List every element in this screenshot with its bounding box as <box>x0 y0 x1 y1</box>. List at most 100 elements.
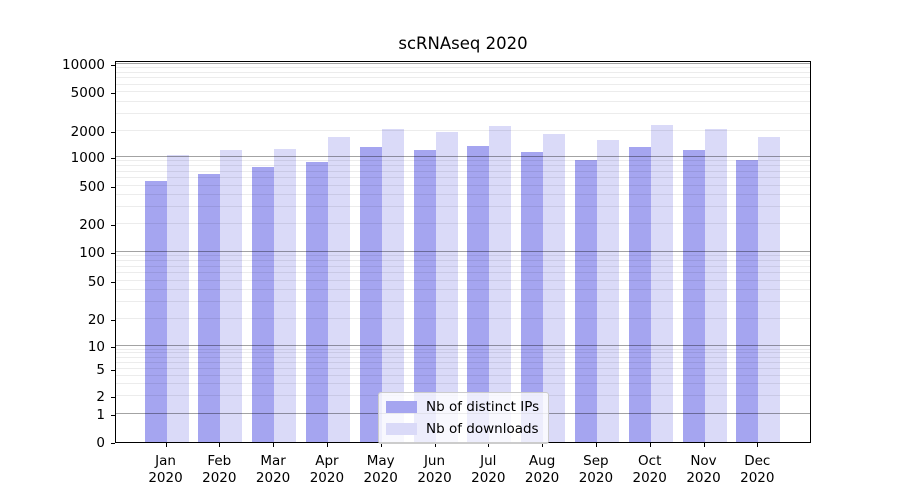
x-tick-label-oct: Oct 2020 <box>632 453 667 486</box>
x-tick-label-mar: Mar 2020 <box>255 453 291 486</box>
gridline-major <box>116 345 810 346</box>
x-tick-mark <box>273 443 275 447</box>
gridline-minor <box>116 348 810 350</box>
x-tick-label-sep: Sep 2020 <box>578 453 614 486</box>
y-tick-mark <box>111 64 115 66</box>
bar-ips-jun <box>413 150 436 442</box>
y-tick-label: 100 <box>79 245 105 261</box>
x-tick-label-jun: Jun 2020 <box>417 453 452 486</box>
gridline-minor <box>116 72 810 73</box>
gridline-minor <box>116 260 810 262</box>
legend-label-downloads: Nb of downloads <box>426 421 539 437</box>
bar-ips-dec <box>736 159 759 442</box>
bar-ips-apr <box>305 162 328 442</box>
gridline-minor <box>116 318 810 319</box>
bar-downloads-apr <box>327 137 350 442</box>
y-tick-label: 500 <box>79 179 105 195</box>
y-tick-mark <box>111 186 115 188</box>
bar-ips-nov <box>682 150 705 442</box>
y-tick-mark <box>111 131 115 133</box>
y-tick-mark <box>111 414 115 416</box>
y-tick-label: 50 <box>87 274 105 290</box>
gridline-minor <box>116 280 810 281</box>
gridline-minor <box>116 206 810 208</box>
grid-layer <box>116 62 810 442</box>
y-tick-label: 2000 <box>70 124 105 140</box>
bars-layer <box>116 62 810 442</box>
bar-ips-jan <box>144 181 167 442</box>
x-tick-mark <box>165 443 167 447</box>
y-tick-label: 10 <box>87 339 105 355</box>
gridline-minor <box>116 170 810 172</box>
bar-downloads-aug <box>543 134 566 442</box>
x-tick-label-jul: Jul 2020 <box>471 453 506 486</box>
y-tick-mark <box>111 92 115 94</box>
y-tick-mark <box>111 442 115 444</box>
x-tick-mark <box>703 443 705 447</box>
x-tick-mark <box>542 443 544 447</box>
gridline-minor <box>116 77 810 79</box>
gridline-minor <box>116 383 810 385</box>
gridline-major <box>116 63 810 64</box>
gridline-minor <box>116 265 810 267</box>
x-tick-mark <box>326 443 328 447</box>
gridline-minor <box>116 194 810 196</box>
bar-downloads-oct <box>650 125 673 442</box>
x-tick-mark <box>595 443 597 447</box>
y-tick-label: 2 <box>96 389 105 405</box>
gridline-minor <box>116 301 810 303</box>
x-tick-label-aug: Aug 2020 <box>524 453 560 486</box>
y-tick-label: 5000 <box>70 85 105 101</box>
legend-entry-downloads: Nb of downloads <box>386 421 539 437</box>
x-tick-label-may: May 2020 <box>363 453 398 486</box>
x-tick-label-nov: Nov 2020 <box>686 453 721 486</box>
y-tick-mark <box>111 224 115 226</box>
gridline-minor <box>116 368 810 369</box>
x-tick-label-jan: Jan 2020 <box>148 453 183 486</box>
x-tick-mark <box>434 443 436 447</box>
x-tick-mark <box>649 443 651 447</box>
y-tick-label: 200 <box>79 217 105 233</box>
x-tick-mark <box>219 443 221 447</box>
gridline-minor <box>116 374 810 376</box>
gridline-major <box>116 251 810 252</box>
y-tick-mark <box>111 369 115 371</box>
bar-ips-mar <box>252 166 275 442</box>
legend-entry-distinct-ips: Nb of distinct IPs <box>386 399 539 415</box>
gridline-minor <box>116 356 810 358</box>
bar-downloads-mar <box>274 148 297 442</box>
gridline-minor <box>116 165 810 167</box>
gridline-major <box>116 156 810 157</box>
legend-swatch-downloads <box>386 423 417 435</box>
gridline-minor <box>116 223 810 224</box>
x-tick-label-apr: Apr 2020 <box>309 453 345 486</box>
bar-ips-feb <box>198 173 221 442</box>
x-tick-label-dec: Dec 2020 <box>740 453 775 486</box>
gridline-minor <box>116 112 810 114</box>
bar-ips-aug <box>521 151 544 442</box>
gridline-minor <box>116 177 810 179</box>
y-tick-label: 5 <box>96 362 105 378</box>
x-tick-mark <box>380 443 382 447</box>
gridline-minor <box>116 255 810 257</box>
gridline-minor <box>116 352 810 354</box>
bar-ips-sep <box>574 159 597 442</box>
legend: Nb of distinct IPs Nb of downloads <box>378 392 550 444</box>
gridline-minor <box>116 67 810 69</box>
y-tick-label: 10000 <box>62 57 105 73</box>
x-tick-mark <box>488 443 490 447</box>
gridline-minor <box>116 272 810 274</box>
y-tick-label: 1 <box>96 407 105 423</box>
y-tick-mark <box>111 319 115 321</box>
gridline-minor <box>116 83 810 85</box>
gridline-minor <box>116 185 810 186</box>
legend-label-distinct-ips: Nb of distinct IPs <box>426 399 540 415</box>
plot-area <box>115 61 811 443</box>
bar-downloads-sep <box>596 139 619 442</box>
y-tick-mark <box>111 157 115 159</box>
bar-downloads-jul <box>489 126 512 442</box>
y-tick-label: 1000 <box>70 150 105 166</box>
chart-title: scRNAseq 2020 <box>398 34 528 53</box>
x-tick-mark <box>757 443 759 447</box>
